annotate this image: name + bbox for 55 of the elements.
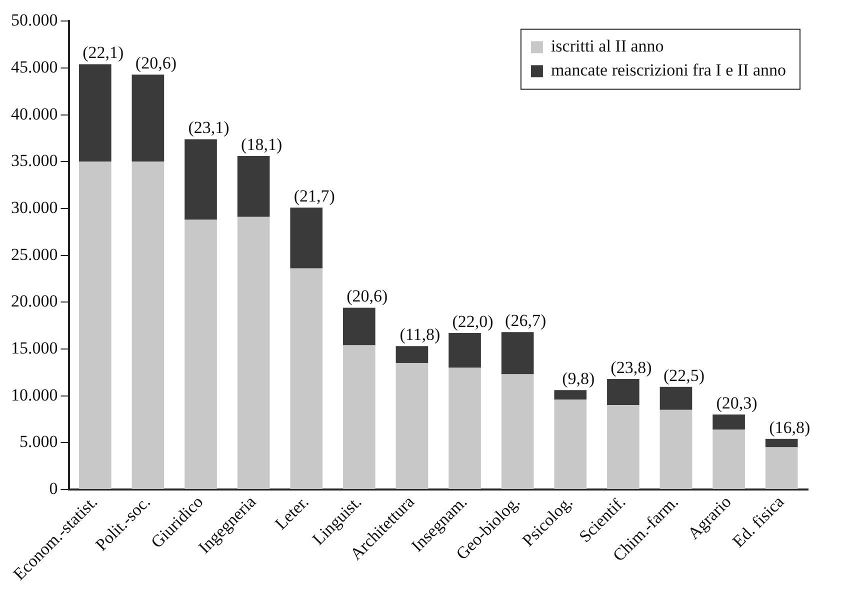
- bar: [607, 378, 640, 406]
- annotation: (23,8): [610, 358, 652, 377]
- bar: [712, 430, 745, 489]
- y-tick-label: 30.000: [11, 198, 58, 217]
- annotation: (16,8): [769, 418, 810, 437]
- bar: [396, 363, 428, 489]
- bar: [343, 345, 376, 489]
- bar: [765, 438, 798, 448]
- y-tick-label: 50.000: [11, 10, 58, 30]
- annotation: (22,5): [663, 366, 705, 385]
- bar: [290, 208, 323, 268]
- bar: [765, 447, 798, 489]
- bar: [607, 405, 640, 489]
- annotation: (11,8): [400, 325, 440, 344]
- bar: [554, 390, 587, 400]
- annotation: (20,3): [716, 394, 758, 412]
- y-tick-label: 5.000: [20, 432, 58, 452]
- bar: [554, 400, 587, 489]
- y-tick-label: 25.000: [11, 244, 58, 264]
- y-tick-label: 0: [49, 478, 58, 498]
- bar: [501, 332, 534, 374]
- bar: [712, 414, 745, 430]
- annotation: (20,6): [346, 286, 388, 306]
- bar: [132, 162, 164, 489]
- bar: [448, 368, 481, 489]
- bar: [660, 386, 692, 410]
- y-tick-label: 35.000: [11, 151, 58, 170]
- y-tick-label: 45.000: [11, 57, 58, 76]
- y-tick-label: 10.000: [11, 385, 58, 404]
- bar: [501, 374, 534, 489]
- annotation: (22,1): [82, 43, 124, 62]
- bar: [132, 74, 164, 162]
- annotation: (21,7): [294, 186, 335, 206]
- bar: [184, 220, 217, 489]
- bar: [237, 216, 270, 489]
- annotation: (20,6): [135, 54, 176, 73]
- annotation: (23,1): [188, 118, 230, 138]
- y-tick-label: 40.000: [11, 104, 58, 124]
- annotation: (22,0): [452, 312, 494, 332]
- bar: [396, 346, 428, 364]
- y-tick-label: 20.000: [11, 292, 58, 311]
- bar: [343, 308, 376, 346]
- bar: [184, 139, 217, 220]
- bar: [78, 162, 112, 489]
- annotation: (9,8): [562, 369, 595, 388]
- y-tick-label: 15.000: [11, 338, 58, 358]
- bar: [448, 333, 481, 368]
- bar: [290, 268, 323, 489]
- bar: [660, 410, 692, 489]
- annotation: (18,1): [241, 135, 282, 154]
- bar: [237, 156, 270, 217]
- legend-label: mancate reiscrizioni fra I e II anno: [550, 60, 786, 80]
- annotation: (26,7): [505, 311, 546, 330]
- legend-label: iscritti al II anno: [550, 36, 664, 56]
- bar: [78, 64, 112, 162]
